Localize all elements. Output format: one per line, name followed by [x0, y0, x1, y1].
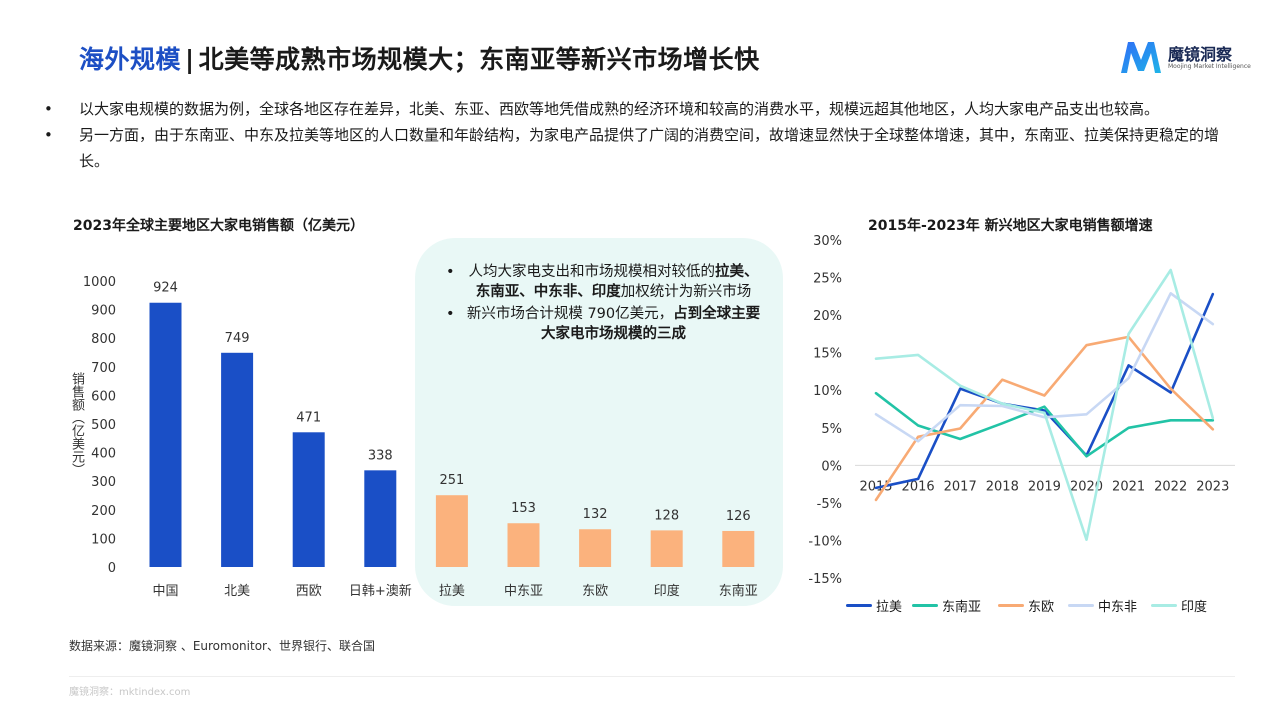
- page-title-main: 北美等成熟市场规模大；东南亚等新兴市场增长快: [198, 45, 760, 74]
- bar-value-label: 128: [654, 508, 679, 523]
- page-title-accent: 海外规模: [79, 45, 182, 74]
- bar-category-label: 西欧: [296, 584, 322, 599]
- bar-value-label: 132: [583, 507, 608, 522]
- line-y-tick-label: 5%: [821, 422, 842, 437]
- bar-8: [722, 530, 755, 567]
- legend-swatch-zhongdongfei: [1068, 604, 1094, 607]
- bar-category-label: 北美: [224, 584, 250, 599]
- callout-item-1-bold: 拉美、东南亚、中东非、印度: [475, 264, 759, 300]
- line-y-tick-label: -5%: [817, 497, 842, 512]
- bar-y-tick-label: 800: [91, 332, 116, 347]
- summary-bullet-2: 另一方面，由于东南亚、中东及拉美等地区的人口数量和年龄结构，为家电产品提供了广阔…: [44, 122, 1234, 174]
- line-x-tick-label: 2016: [902, 479, 935, 494]
- line-y-tick-label: 20%: [813, 309, 842, 324]
- bar-y-tick-label: 200: [91, 504, 116, 519]
- bar-chart-title: 2023年全球主要地区大家电销售额（亿美元）: [73, 218, 364, 234]
- line-series-0: [874, 292, 1215, 490]
- legend-label: 东欧: [1028, 600, 1055, 615]
- line-x-tick-label: 2017: [944, 479, 977, 494]
- line-y-tick-label: -10%: [808, 534, 842, 549]
- line-chart: -15%-10%-5%0%5%10%15%20%25%30% 2015 2016 2…: [808, 234, 1235, 587]
- bar-chart-ylabel: 销售额（亿美元）: [69, 372, 84, 476]
- page-title-separator: |: [185, 45, 195, 74]
- line-x-tick-label: 2019: [1028, 479, 1061, 494]
- bar-value-label: 153: [511, 501, 536, 516]
- legend-label: 印度: [1181, 600, 1208, 615]
- bar-value-label: 924: [153, 281, 178, 296]
- line-y-tick-label: 15%: [813, 347, 842, 362]
- line-y-tick-label: -15%: [808, 572, 842, 587]
- line-chart-title: 2015年-2023年 新兴地区大家电销售额增速: [868, 218, 1153, 234]
- line-series-3: [874, 291, 1215, 443]
- bar-category-label: 印度: [654, 583, 680, 599]
- line-x-tick-label: 2023: [1196, 479, 1229, 494]
- brand-name: 魔镜洞察: [1168, 45, 1233, 64]
- bar-5: [507, 523, 540, 567]
- legend-swatch-lamei: [846, 604, 872, 607]
- bar-2: [292, 432, 325, 567]
- footer-site: 魔镜洞察：mktindex.com: [69, 687, 191, 698]
- bar-category-label: 东南亚: [719, 583, 758, 599]
- bar-y-tick-label: 600: [91, 389, 116, 404]
- bar-value-label: 749: [225, 331, 250, 346]
- line-y-tick-label: 30%: [813, 234, 842, 249]
- bar-y-tick-label: 0: [108, 561, 116, 576]
- brand-logo: 魔镜洞察 Moojing Market Intelligence: [1118, 38, 1251, 80]
- callout-item-2-pre: 新兴市场合计规模 790亿美元，: [466, 306, 674, 322]
- bar-y-tick-label: 300: [91, 475, 116, 490]
- legend-label: 东南亚: [942, 600, 982, 615]
- line-series-1: [874, 391, 1215, 458]
- bar-chart: 0 100 200 300 400 500 600 700 800 900 1000 924 749 4…: [83, 275, 758, 599]
- bar-6: [579, 529, 612, 567]
- line-x-tick-label: 2022: [1154, 479, 1187, 494]
- bar-4: [435, 495, 468, 567]
- bar-0: [149, 302, 182, 567]
- callout-item-2: 新兴市场合计规模 790亿美元，占到全球主要大家电市场规模的三成: [440, 304, 765, 344]
- footer-divider: [69, 676, 1235, 677]
- bar-y-tick-label: 900: [91, 304, 116, 319]
- bar-value-label: 251: [439, 473, 464, 488]
- legend-swatch-yindu: [1151, 604, 1177, 607]
- bar-y-tick-label: 700: [91, 361, 116, 376]
- line-x-tick-label: 2021: [1112, 479, 1145, 494]
- callout-item-1-post: 加权统计为新兴市场: [620, 284, 752, 300]
- bar-7: [650, 530, 683, 567]
- bar-3: [364, 470, 397, 567]
- legend-swatch-dongou: [998, 604, 1024, 607]
- line-y-tick-label: 0%: [821, 459, 842, 474]
- bar-y-tick-label: 400: [91, 447, 116, 462]
- legend-swatch-dongnanya: [912, 604, 938, 607]
- line-series-4: [874, 268, 1215, 542]
- bar-category-label: 中东亚: [504, 584, 543, 599]
- line-y-tick-label: 10%: [813, 384, 842, 399]
- bar-y-tick-label: 100: [91, 532, 116, 547]
- line-x-tick-label: 2018: [986, 479, 1019, 494]
- line-y-tick-label: 25%: [813, 272, 842, 287]
- line-x-tick-label: 2020: [1070, 479, 1103, 494]
- bar-y-tick-label: 1000: [83, 275, 116, 290]
- bar-value-label: 126: [726, 509, 751, 524]
- callout-item-2-bold: 占到全球主要大家电市场规模的三成: [541, 306, 761, 342]
- callout-item-1: 人均大家电支出和市场规模相对较低的拉美、东南亚、中东非、印度加权统计为新兴市场: [440, 262, 765, 302]
- bar-1: [221, 352, 254, 567]
- line-series-2: [874, 335, 1215, 502]
- bar-category-label: 中国: [152, 584, 178, 599]
- callout-item-1-pre: 人均大家电支出和市场规模相对较低的: [468, 264, 716, 280]
- page-title: 海外规模 | 北美等成熟市场规模大；东南亚等新兴市场增长快: [79, 40, 760, 76]
- summary-bullets: 以大家电规模的数据为例，全球各地区存在差异，北美、东亚、西欧等地凭借成熟的经济环…: [44, 96, 1234, 174]
- bar-category-label: 日韩+澳新: [349, 583, 412, 599]
- callout-text: 人均大家电支出和市场规模相对较低的拉美、东南亚、中东非、印度加权统计为新兴市场 …: [440, 262, 765, 346]
- bar-category-label: 拉美: [439, 584, 465, 599]
- bar-value-label: 471: [296, 410, 321, 425]
- data-source-note: 数据来源：魔镜洞察 、Euromonitor、世界银行、联合国: [69, 639, 375, 653]
- bar-category-label: 东欧: [582, 584, 608, 599]
- bar-value-label: 338: [368, 448, 393, 463]
- bar-y-tick-label: 500: [91, 418, 116, 433]
- brand-tagline: Moojing Market Intelligence: [1168, 63, 1251, 70]
- summary-bullet-1: 以大家电规模的数据为例，全球各地区存在差异，北美、东亚、西欧等地凭借成熟的经济环…: [44, 96, 1234, 122]
- legend-label: 拉美: [876, 600, 903, 615]
- legend-label: 中东非: [1098, 600, 1138, 615]
- brand-logo-mark-icon: [1121, 42, 1161, 73]
